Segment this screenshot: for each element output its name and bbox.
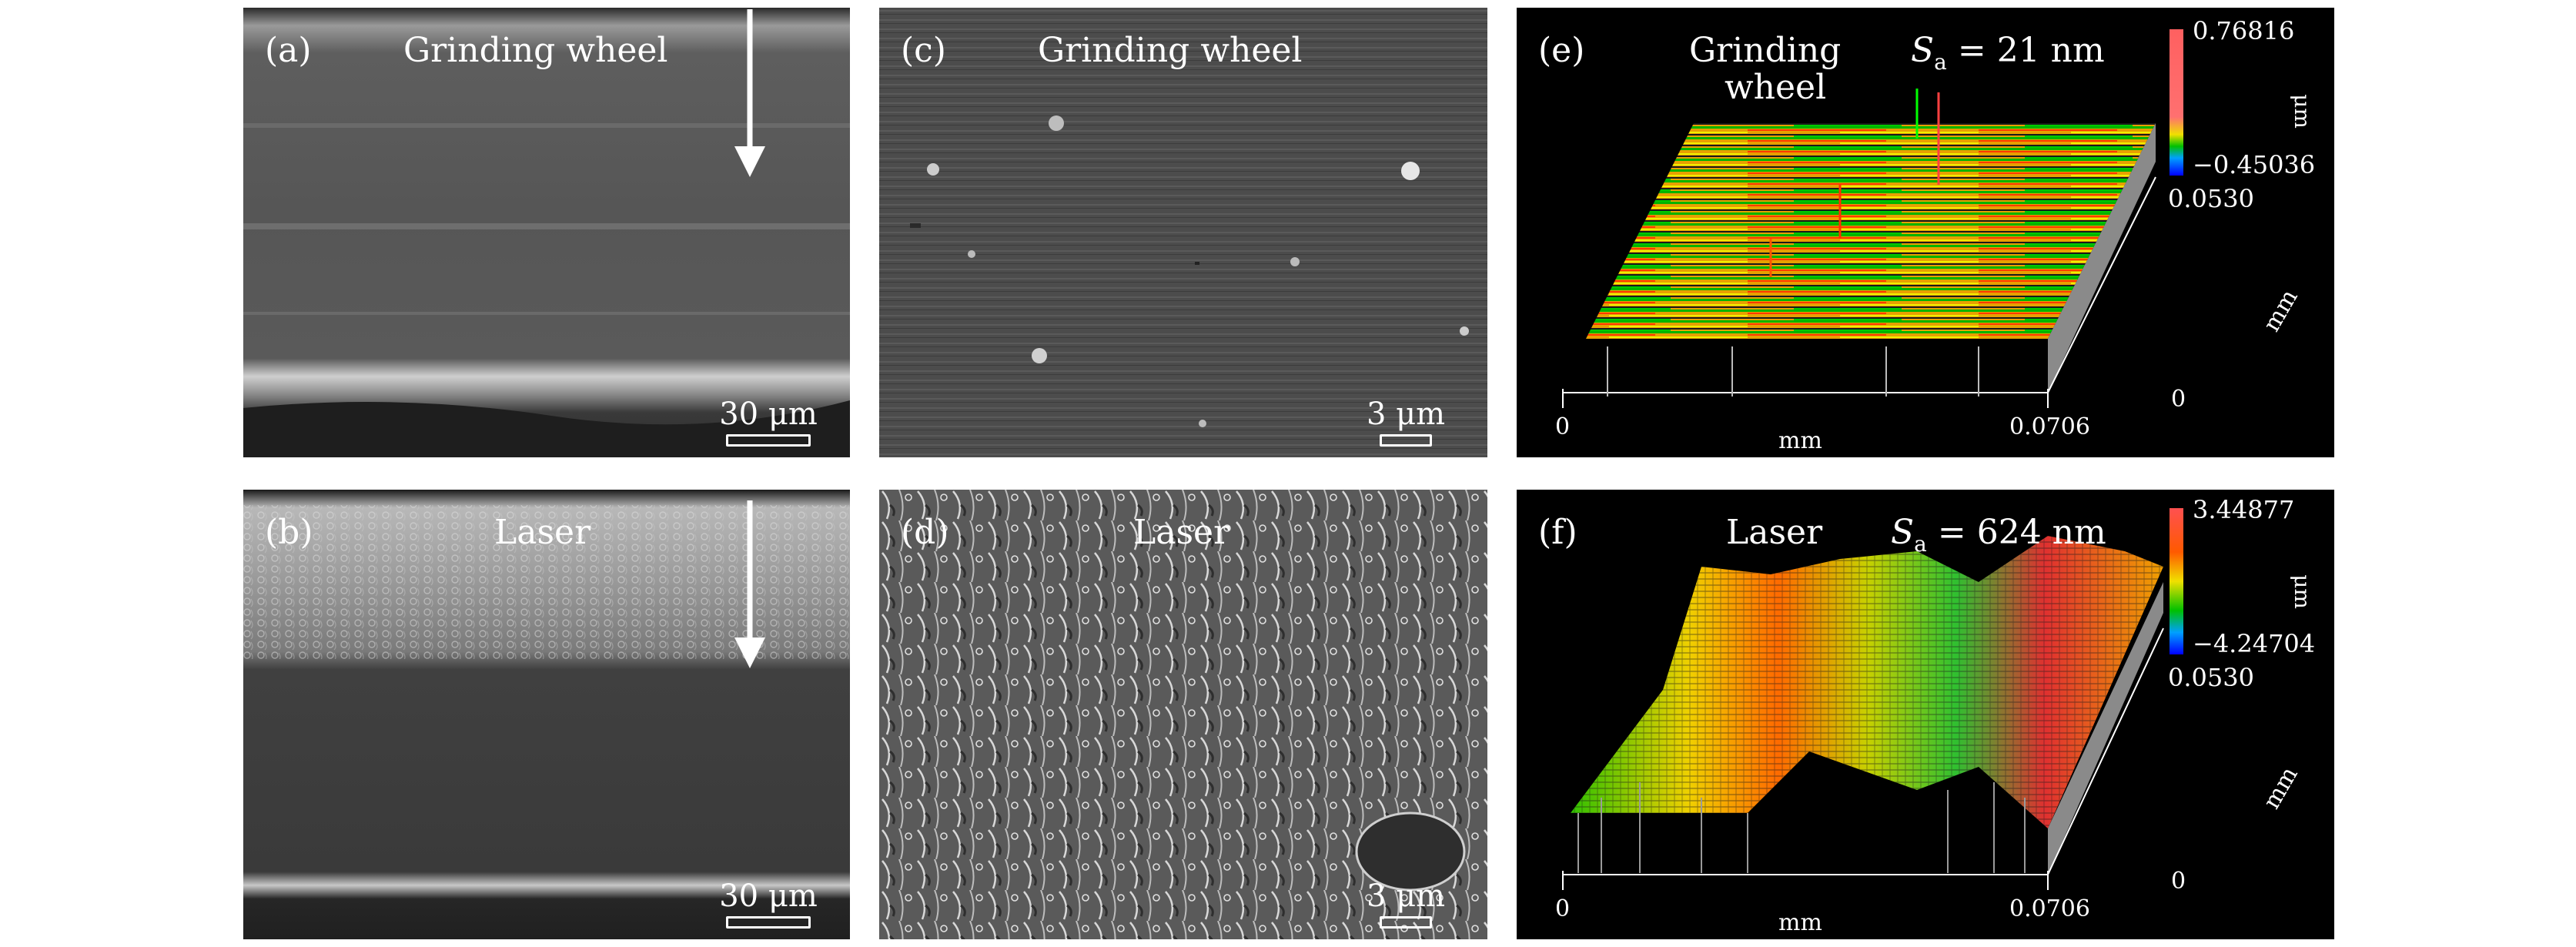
panel-f-label: (f) — [1538, 513, 1577, 552]
sa-symbol: S — [1911, 31, 1935, 70]
scale-label: 30 μm — [719, 397, 818, 432]
sa-subscript: a — [1914, 530, 1927, 557]
side-wall — [2048, 582, 2163, 875]
panel-e-label: (e) — [1538, 31, 1585, 70]
sa-symbol: S — [1891, 513, 1915, 552]
panel-d-label: (d) — [901, 513, 949, 552]
colorbar — [2170, 29, 2183, 176]
colorbar-unit: μm — [2289, 574, 2315, 609]
sa-number: = 21 nm — [1946, 31, 2105, 70]
panel-e-sa-value: Sa = 21 nm — [1911, 34, 2105, 73]
panel-c-label: (c) — [901, 31, 946, 70]
scale-label: 3 μm — [1366, 397, 1446, 432]
panel-f-title: Laser — [1726, 513, 1823, 552]
x-axis-unit: mm — [1778, 427, 1822, 454]
surface-3d-plot-laser — [1562, 508, 2183, 890]
panel-b-title: Laser — [494, 513, 591, 552]
surface-mesh — [1586, 123, 2156, 339]
x-axis-max: 0.0706 — [2009, 413, 2090, 440]
colorbar-min: −4.24704 — [2193, 629, 2316, 658]
y-axis-min: 0 — [2171, 386, 2186, 413]
panel-c-sem-image: (c) Grinding wheel 3 μm — [879, 8, 1487, 457]
side-wall — [2048, 123, 2156, 393]
panel-d-scale-bar: 3 μm — [1360, 881, 1452, 929]
sem-surface-grinding — [879, 8, 1487, 457]
panel-d-title: Laser — [1133, 513, 1230, 552]
down-arrow-icon — [734, 9, 765, 177]
x-axis-unit: mm — [1778, 909, 1822, 936]
panel-a-sem-image: (a) Grinding wheel 30 μm — [243, 8, 850, 457]
colorbar-unit: μm — [2289, 94, 2315, 129]
sa-subscript: a — [1934, 49, 1947, 75]
scale-label: 3 μm — [1366, 878, 1446, 914]
down-arrow-icon — [734, 500, 765, 668]
sa-number: = 624 nm — [1926, 513, 2106, 552]
colorbar-min: −0.45036 — [2193, 150, 2316, 179]
colorbar — [2170, 508, 2183, 654]
x-axis-min: 0 — [1555, 413, 1571, 440]
colorbar-max: 3.44877 — [2193, 495, 2295, 524]
surface-3d-plot-grinding — [1562, 29, 2183, 408]
colorbar-max: 0.76816 — [2193, 16, 2295, 45]
panel-e-title-line1: Grinding — [1689, 31, 1842, 70]
panel-a-title: Grinding wheel — [403, 31, 668, 70]
y-axis-max: 0.0530 — [2168, 184, 2254, 213]
panel-f-sa-value: Sa = 624 nm — [1891, 516, 2106, 555]
panel-b-sem-image: (b) Laser 30 μm — [243, 490, 850, 939]
scale-label: 30 μm — [719, 878, 818, 914]
x-axis-min: 0 — [1555, 895, 1571, 922]
panel-d-sem-image: (d) Laser 3 μm — [879, 490, 1487, 939]
panel-b-scale-bar: 30 μm — [714, 881, 822, 929]
panel-f-topography-plot: (f) Laser Sa = 624 nm 3.44877 −4.24704 μ… — [1517, 490, 2334, 939]
sem-surface-laser — [879, 490, 1487, 939]
panel-e-topography-plot: (e) Grinding wheel Sa = 21 nm 0.76816 −0… — [1517, 8, 2334, 457]
y-axis-min: 0 — [2171, 868, 2186, 895]
panel-a-label: (a) — [265, 31, 312, 70]
y-axis-max: 0.0530 — [2168, 663, 2254, 692]
x-axis-max: 0.0706 — [2009, 895, 2090, 922]
panel-b-label: (b) — [265, 513, 313, 552]
panel-a-scale-bar: 30 μm — [714, 399, 822, 447]
panel-e-title-line2: wheel — [1725, 68, 1827, 107]
panel-c-scale-bar: 3 μm — [1360, 399, 1452, 447]
panel-c-title: Grinding wheel — [1038, 31, 1303, 70]
